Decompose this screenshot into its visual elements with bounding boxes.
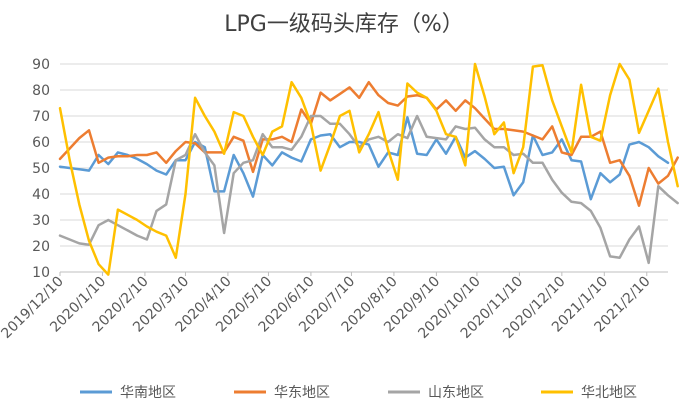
y-tick-label: 50 (32, 161, 50, 177)
y-tick-label: 80 (32, 83, 50, 99)
y-tick-label: 10 (32, 265, 50, 281)
y-tick-label: 60 (32, 135, 50, 151)
legend-label: 山东地区 (428, 385, 484, 401)
y-tick-label: 40 (32, 187, 50, 203)
series-line-3 (58, 114, 679, 265)
y-tick-label: 90 (32, 57, 50, 73)
legend-label: 华北地区 (581, 385, 637, 401)
legend-label: 华东地区 (274, 385, 330, 401)
series-lines (58, 62, 679, 276)
series-line-2 (58, 80, 679, 207)
series-line-1 (58, 116, 670, 201)
y-tick-label: 30 (32, 213, 50, 229)
series-line-4 (58, 62, 679, 276)
chart-title: LPG一级码头库存（%） (224, 12, 463, 37)
x-axis-ticks: 2019/12/102020/1/102020/2/102020/3/10202… (0, 272, 654, 342)
legend-label: 华南地区 (120, 385, 176, 401)
y-axis-ticks: 10 20 30 40 50 60 70 80 90 (32, 57, 50, 281)
legend: 华南地区 华东地区 山东地区 华北地区 (80, 385, 637, 401)
y-tick-label: 70 (32, 109, 50, 125)
y-tick-label: 20 (32, 239, 50, 255)
